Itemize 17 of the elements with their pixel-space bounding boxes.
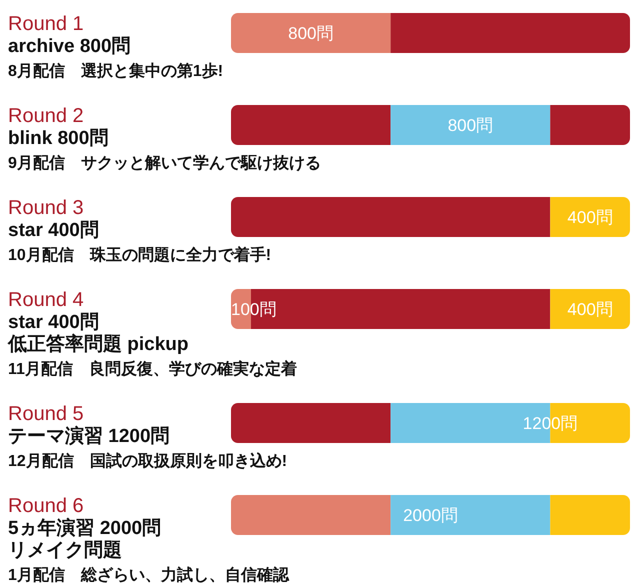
annotation: 12月配信 国試の取扱原則を叩き込め! (8, 452, 288, 470)
y-tick-label: Round 6 5ヵ年演習 2000問 (8, 495, 162, 539)
y-tick-label: Round 5 テーマ演習 1200問 (8, 403, 170, 447)
data-label: 400問 (567, 208, 613, 227)
data-label: 800問 (448, 116, 494, 135)
text: 8月配信 選択と集中の第1歩! (8, 62, 224, 80)
y-tick-label: Round 4 star 400問 (8, 289, 99, 333)
annotation: 10月配信 珠玉の問題に全力で着手! (8, 245, 272, 264)
annotation: 9月配信 サクッと解いて学んで駆け抜ける (8, 154, 321, 172)
data-label: 800問 (288, 24, 334, 43)
y-tick-label: Round 1 archive 800問 (8, 13, 131, 57)
annotation: 低正答率問題 pickup 11月配信 良問反復、学びの確実な定着 (7, 333, 297, 378)
y-tick-label: Round 2 blink 800問 (8, 105, 108, 149)
total-label: 2000問 (403, 506, 458, 525)
y-tick-label: Round 3 star 400問 (8, 197, 99, 241)
data-label: 400問 (567, 300, 613, 319)
annotation: リメイク問題 1月配信 総ざらい、力試し、自信確認 (8, 540, 290, 584)
